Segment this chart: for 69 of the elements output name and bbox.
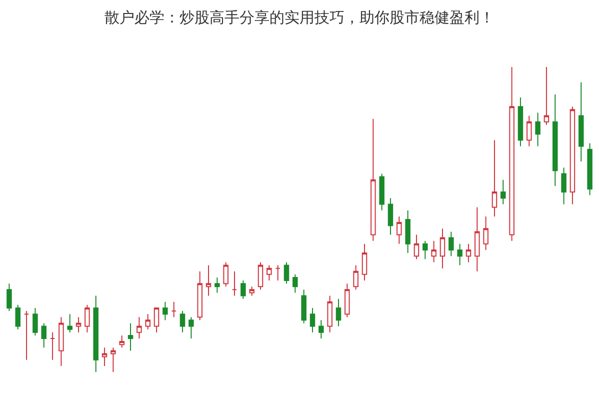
- candlestick: [474, 206, 480, 272]
- candlestick: [188, 316, 194, 339]
- candlestick: [67, 314, 72, 333]
- candlestick: [370, 118, 376, 242]
- candlestick: [197, 270, 202, 321]
- candlestick: [240, 280, 246, 300]
- candlestick: [570, 106, 576, 205]
- candlestick: [535, 112, 540, 147]
- candlestick: [162, 301, 168, 321]
- candlestick: [492, 140, 498, 217]
- candlestick: [578, 82, 584, 162]
- candlestick: [483, 216, 488, 251]
- candlestick: [336, 298, 342, 327]
- candlestick: [84, 304, 90, 333]
- candlestick: [301, 289, 306, 324]
- candlestick: [310, 307, 316, 333]
- candlestick: [102, 347, 108, 366]
- candlestick: [388, 198, 394, 236]
- candlestick: [448, 231, 454, 257]
- candlestick: [128, 322, 134, 352]
- candlestick: [318, 320, 324, 339]
- candlestick: [154, 307, 160, 333]
- candlestick: [379, 173, 384, 211]
- candlestick: [249, 286, 254, 296]
- candlestick: [587, 142, 592, 196]
- candlestick: [518, 96, 524, 147]
- candlestick: [284, 262, 290, 284]
- candlestick: [15, 304, 20, 330]
- candlestick: [180, 310, 186, 333]
- candlestick: [552, 94, 558, 186]
- candlestick: [544, 66, 550, 126]
- candlestick: [466, 243, 472, 263]
- candlestick: [206, 264, 212, 296]
- candlestick: [440, 228, 446, 269]
- candlestick: [119, 334, 124, 348]
- candlestick: [258, 262, 264, 290]
- candlestick: [422, 240, 428, 260]
- candlestick: [405, 210, 410, 254]
- candlestick: [457, 243, 462, 266]
- candlestick: [509, 66, 514, 242]
- candlestick: [110, 347, 116, 373]
- candlestick: [145, 314, 150, 330]
- candlestick: [223, 262, 228, 288]
- candlestick: [266, 264, 272, 282]
- candlestick: [275, 264, 280, 282]
- candlestick: [526, 115, 532, 147]
- candlestick: [500, 179, 506, 205]
- candlestick: [327, 295, 332, 333]
- candlestick: [414, 234, 420, 260]
- candlestick: [58, 316, 64, 366]
- candlestick: [171, 301, 176, 318]
- candlestick: [396, 216, 402, 244]
- candlestick: [232, 270, 238, 296]
- candlestick: [76, 316, 82, 333]
- candlestick: [362, 243, 368, 282]
- candlestick: [353, 264, 358, 290]
- candlestick: [50, 332, 56, 360]
- candlestick: [24, 310, 30, 360]
- candlestick: [32, 307, 38, 336]
- candlestick: [6, 283, 12, 312]
- candlestick: [292, 274, 298, 294]
- candlestick: [41, 322, 46, 348]
- candlestick: [93, 295, 98, 373]
- candlestick: [561, 167, 566, 205]
- chart-title: 散户必学：炒股高手分享的实用技巧，助你股市稳健盈利！: [104, 8, 494, 26]
- candlestick: [431, 240, 436, 263]
- candlestick: [136, 316, 142, 339]
- candlestick: [214, 276, 220, 294]
- candlestick: [344, 283, 350, 318]
